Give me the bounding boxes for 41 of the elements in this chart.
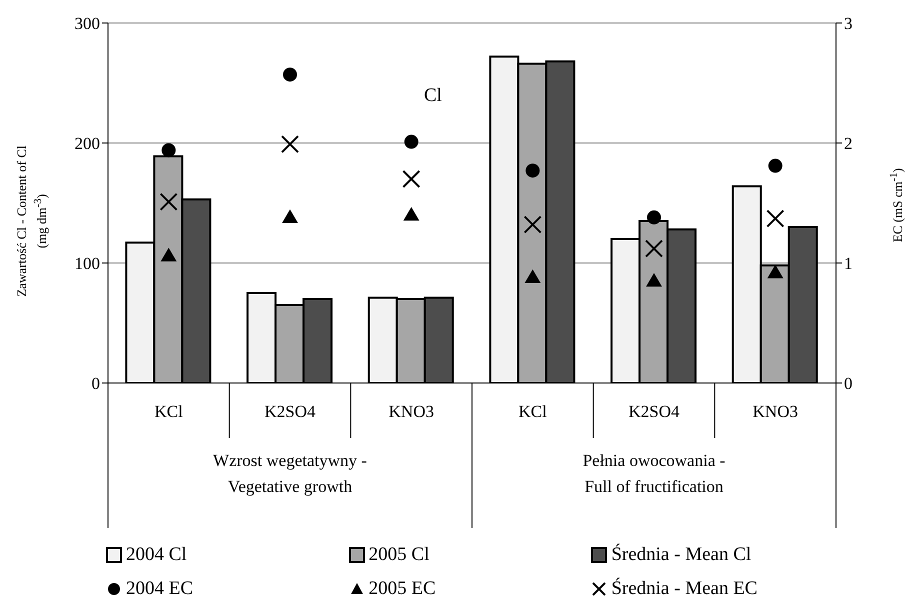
legend-label: 2005 Cl	[368, 544, 430, 566]
annotation: Cl	[424, 85, 442, 107]
x-tick-label: K2SO4	[628, 402, 680, 422]
point	[767, 264, 784, 278]
x-tick-label: KCl	[518, 402, 548, 422]
y-tick-label: 100	[74, 254, 100, 274]
point	[768, 158, 782, 173]
y-tick-label: 0	[92, 374, 100, 394]
point	[402, 170, 420, 188]
point	[403, 207, 420, 221]
point	[160, 248, 177, 262]
y2-tick-label: 3	[844, 14, 852, 34]
point	[281, 135, 299, 154]
point	[646, 273, 662, 287]
x-tick-label: K2SO4	[264, 402, 316, 422]
text: Wzrost wegetatywny - Vegetative growth	[212, 450, 368, 498]
y2-tick-label: 2	[844, 134, 852, 154]
point	[766, 210, 784, 228]
legend-label: 2005 EC	[368, 578, 436, 600]
point	[160, 192, 178, 211]
point	[647, 210, 661, 224]
point	[645, 240, 663, 258]
point	[283, 68, 297, 82]
point	[524, 216, 542, 234]
point	[404, 134, 418, 149]
x-tick-label: KCl	[154, 402, 184, 422]
legend-label: Średnia - Mean Cl	[611, 544, 752, 566]
legend-label: 2004 EC	[126, 578, 194, 600]
y2-tick-label: 0	[844, 374, 852, 394]
legend-label: Średnia - Mean EC	[611, 578, 758, 600]
point	[162, 143, 176, 158]
y2-tick-label: 1	[844, 254, 852, 274]
x-tick-label: KNO3	[388, 402, 434, 422]
legend-label: 2004 Cl	[126, 544, 187, 566]
text: Pełnia owocowania - Full of fructification	[582, 450, 726, 498]
point	[526, 164, 540, 178]
x-tick-label: KNO3	[752, 402, 798, 422]
y-tick-label: 300	[74, 14, 100, 34]
y-tick-label: 200	[74, 134, 100, 154]
point	[282, 209, 298, 223]
point	[524, 269, 541, 283]
